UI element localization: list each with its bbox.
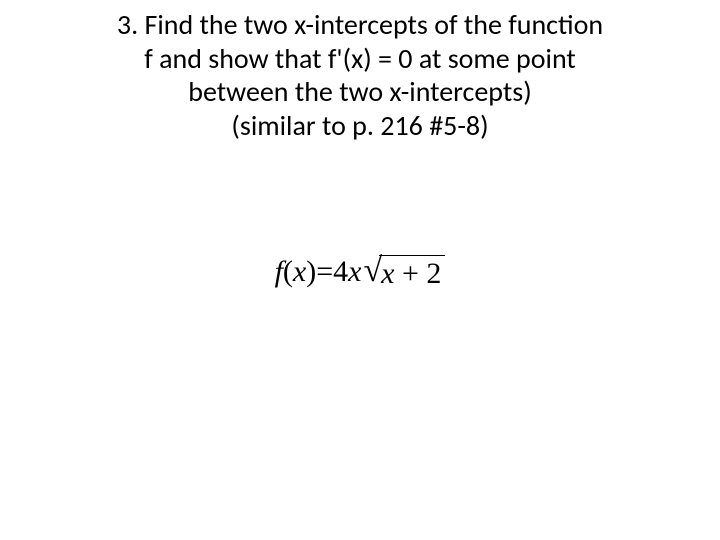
formula-x-arg: x [293,257,306,287]
radicand-plus: + [402,257,426,290]
formula-block: f ( x ) = 4 x √ x + 2 [0,255,720,289]
formula-f: f [275,257,283,287]
heading-line-3: between the two x-intercepts) [28,75,692,109]
radicand-const: 2 [426,257,441,290]
formula-x-factor: x [348,257,361,287]
heading-line-4: (similar to p. 216 #5-8) [28,109,692,143]
formula-open-paren: ( [283,257,293,287]
slide: 3. Find the two x-intercepts of the func… [0,0,720,540]
formula-radicand: x + 2 [379,255,445,289]
sqrt-icon: √ [364,254,383,288]
formula-coef: 4 [333,257,348,287]
formula-equals: = [316,257,333,287]
formula-sqrt: √ x + 2 [364,255,446,289]
problem-heading: 3. Find the two x-intercepts of the func… [0,8,720,142]
formula-close-paren: ) [306,257,316,287]
radicand-x: x [381,257,394,290]
formula-expression: f ( x ) = 4 x √ x + 2 [275,255,446,289]
heading-line-2: f and show that f'(x) = 0 at some point [28,42,692,76]
heading-line-1: 3. Find the two x-intercepts of the func… [28,8,692,42]
